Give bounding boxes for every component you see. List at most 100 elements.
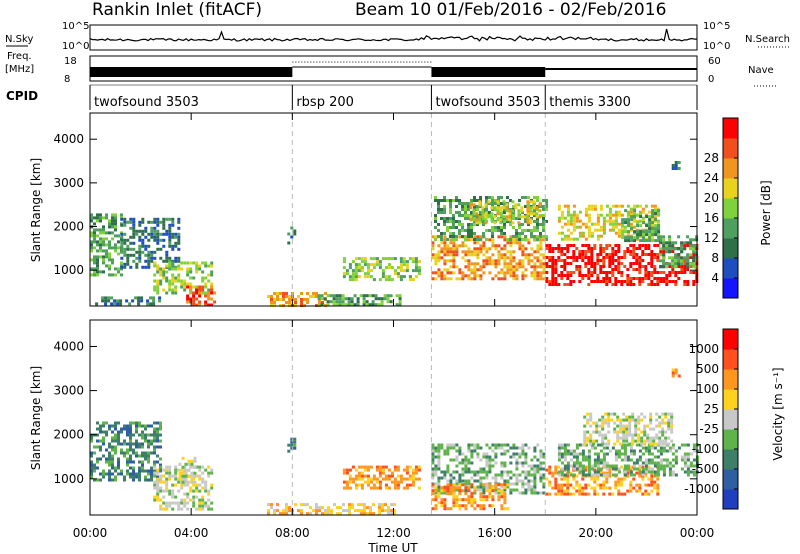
cell-12: [680, 268, 684, 271]
cell-0: [144, 475, 147, 479]
cell-10: [446, 217, 449, 220]
cell-15: [668, 247, 672, 251]
cell-6: [434, 449, 438, 453]
cell-9: [509, 259, 513, 263]
cell-9: [593, 461, 597, 465]
cell-10: [533, 235, 536, 238]
cell-0: [93, 216, 96, 220]
cell-10: [440, 217, 443, 220]
cell-8: [342, 257, 346, 261]
cell-15: [671, 262, 675, 266]
cell-9: [614, 458, 618, 462]
colorbar-tick-label-3: 16: [704, 211, 719, 225]
cell-10: [586, 412, 590, 416]
cell-10: [628, 421, 632, 425]
cell-7: [323, 297, 327, 301]
cell-1: [198, 498, 202, 502]
cell-6: [461, 470, 465, 474]
cell-8: [554, 492, 558, 496]
cell-0: [117, 472, 120, 476]
cell-0: [111, 273, 114, 277]
cell-14: [651, 221, 655, 225]
cell-7: [479, 495, 483, 499]
cell-1: [168, 235, 172, 239]
cell-8: [354, 257, 358, 261]
cell-6: [461, 467, 465, 471]
cell-1: [165, 489, 169, 493]
cell-7: [332, 297, 336, 301]
cell-8: [614, 480, 618, 484]
cell-13: [593, 228, 597, 232]
cell-4: [116, 302, 120, 306]
cell-0: [99, 255, 102, 259]
cell-6: [315, 292, 318, 295]
cell-9: [629, 458, 633, 462]
cell-14: [633, 236, 637, 240]
cell-12: [629, 262, 633, 265]
cell-1: [156, 217, 160, 221]
cell-0: [99, 249, 102, 253]
cell-7: [371, 300, 375, 304]
cell-0: [144, 424, 147, 428]
cell-8: [647, 465, 651, 469]
cell-8: [375, 263, 379, 267]
cell-16: [677, 161, 681, 164]
cell-8: [414, 269, 418, 273]
cell-6: [533, 482, 537, 486]
cell-4: [110, 302, 114, 306]
cell-1: [189, 474, 193, 478]
cell-10: [542, 226, 545, 229]
cell-6: [446, 443, 450, 447]
cell-0: [132, 475, 135, 479]
cell-6: [473, 479, 477, 483]
cell-2: [189, 261, 193, 265]
velocity-ylabel: Slant Range [km]: [29, 366, 43, 470]
cell-1: [159, 486, 163, 490]
cell-12: [602, 277, 606, 280]
cell-8: [405, 266, 409, 270]
cell-12: [692, 283, 696, 286]
cell-6: [446, 464, 450, 468]
cell-13: [599, 213, 603, 217]
cell-0: [138, 454, 141, 458]
cell-4: [321, 512, 324, 516]
cell-9: [557, 458, 561, 462]
cell-10: [601, 442, 605, 446]
cell-7: [443, 498, 447, 502]
cell-8: [387, 275, 391, 279]
cell-12: [686, 244, 690, 247]
cell-8: [566, 483, 570, 487]
cell-7: [458, 507, 462, 511]
cell-1: [153, 232, 157, 236]
cell-12: [653, 283, 657, 286]
cell-10: [434, 226, 437, 229]
cell-4: [378, 506, 381, 510]
cell-0: [90, 472, 93, 476]
cell-13: [566, 234, 570, 238]
cell-14: [654, 233, 658, 237]
cell-12: [650, 271, 654, 274]
cell-8: [599, 471, 603, 475]
cell-10: [643, 433, 647, 437]
cell-2: [174, 279, 178, 283]
cell-6: [455, 443, 459, 447]
cell-7: [470, 501, 474, 505]
cell-7: [506, 507, 510, 511]
cell-13: [572, 228, 576, 232]
cell-12: [668, 280, 672, 283]
cell-12: [566, 271, 570, 274]
cell-10: [452, 214, 455, 217]
cell-5: [342, 480, 346, 484]
cell-1: [177, 241, 181, 245]
cell-0: [114, 267, 117, 271]
cell-0: [90, 231, 93, 235]
cell-8: [399, 269, 403, 273]
cell-0: [96, 216, 99, 220]
cell-9: [542, 262, 546, 266]
cell-0: [141, 463, 144, 467]
cell-10: [640, 412, 644, 416]
cell-13: [620, 213, 624, 217]
cell-8: [575, 480, 579, 484]
cell-9: [470, 271, 474, 275]
cell-12: [659, 250, 663, 253]
